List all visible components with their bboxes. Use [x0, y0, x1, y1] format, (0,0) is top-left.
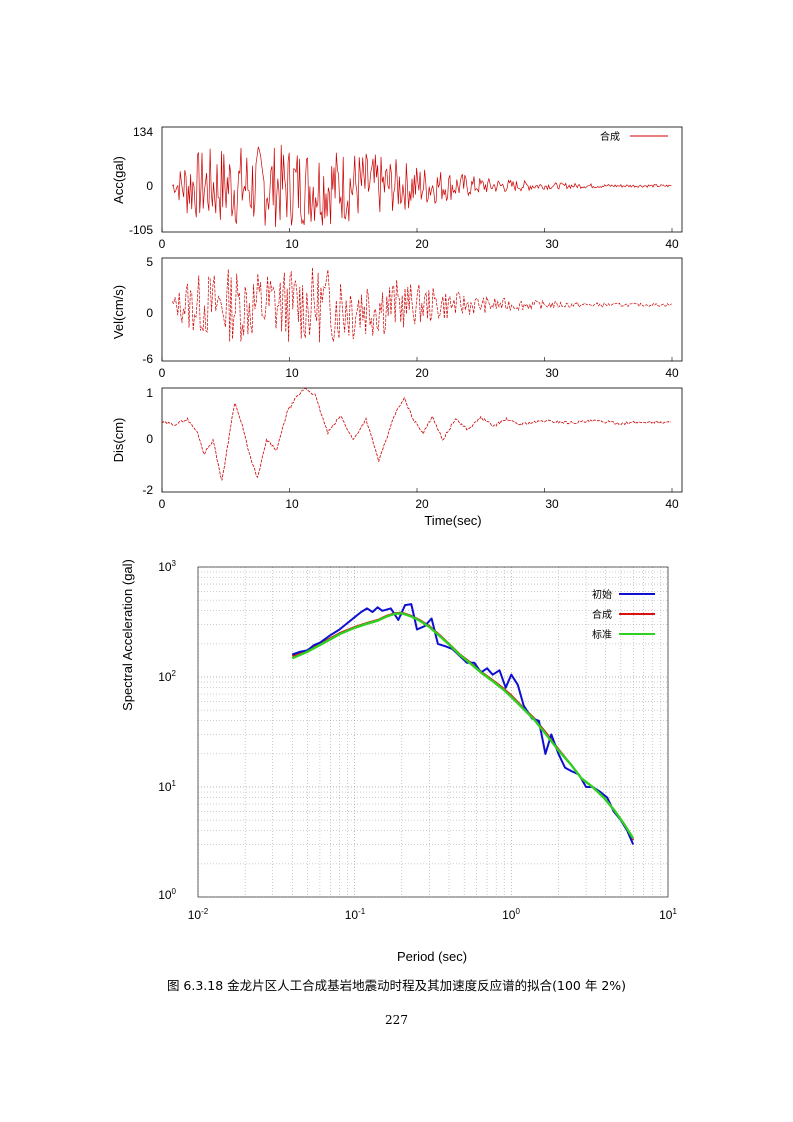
spec-y-tick-1e1: 101	[158, 779, 176, 794]
page-number: 227	[385, 1013, 408, 1027]
acc-x-tick-20: 20	[415, 237, 429, 251]
vel-y-tick-max: 5	[146, 255, 153, 269]
spec-x-tick-1e-1: 10-1	[345, 907, 366, 922]
spectrum-line-synthetic	[291, 611, 635, 841]
acc-x-tick-10: 10	[285, 237, 299, 251]
legend-label-standard: 标准	[592, 629, 612, 641]
acc-legend-label: 合成	[600, 130, 620, 143]
spectrum-series-group	[291, 603, 635, 845]
acc-series-line	[171, 144, 672, 228]
legend-label-synthetic: 合成	[592, 608, 612, 621]
spec-y-tick-1e3: 103	[158, 559, 176, 574]
dis-plot-frame	[161, 387, 683, 493]
dis-x-tick-20: 20	[415, 497, 429, 511]
acc-x-tick-40: 40	[665, 237, 679, 251]
vel-x-tick-30: 30	[545, 366, 559, 380]
dis-x-tick-40: 40	[665, 497, 679, 511]
dis-y-tick-min: -2	[142, 483, 153, 497]
vel-x-tick-20: 20	[415, 366, 429, 380]
spectrum-panel: 103 102 101 100 10-2 10-1 100 101 Spectr…	[120, 559, 677, 964]
vel-series-line	[171, 267, 672, 343]
acc-y-tick-min: -105	[129, 223, 153, 237]
vel-x-tick-40: 40	[665, 366, 679, 380]
spec-y-axis-label: Spectral Acceleration (gal)	[120, 559, 135, 711]
acc-y-axis-label: Acc(gal)	[111, 156, 126, 204]
dis-y-tick-max: 1	[146, 386, 153, 400]
dis-y-tick-zero: 0	[146, 432, 153, 446]
time-x-axis-label: Time(sec)	[424, 513, 481, 528]
vel-y-axis-label: Vel(cm/s)	[111, 285, 126, 339]
figure-caption: 图 6.3.18 金龙片区人工合成基岩地震动时程及其加速度反应谱的拟合(100 …	[166, 978, 627, 993]
acc-plot-frame	[161, 126, 683, 233]
vel-x-tick-0: 0	[159, 366, 166, 380]
dis-x-tick-10: 10	[285, 497, 299, 511]
acc-y-tick-max: 134	[133, 125, 153, 139]
spec-x-tick-1e0: 100	[502, 907, 520, 922]
acc-panel: 134 0 -105 0 10 20 30 40 Acc(gal) 合成	[111, 125, 683, 251]
vel-panel: 5 0 -6 0 10 20 30 40 Vel(cm/s)	[111, 255, 683, 380]
vel-plot-frame	[161, 257, 683, 362]
spec-x-axis-label: Period (sec)	[397, 949, 467, 964]
dis-x-tick-0: 0	[159, 497, 166, 511]
dis-panel: 1 0 -2 0 10 20 30 40 Dis(cm) Time(sec)	[111, 386, 683, 528]
spec-x-tick-1e1: 101	[659, 907, 677, 922]
acc-x-tick-30: 30	[545, 237, 559, 251]
spec-x-tick-1e-2: 10-2	[188, 907, 209, 922]
legend-label-initial: 初始	[592, 588, 612, 601]
vel-x-tick-10: 10	[285, 366, 299, 380]
acc-y-tick-zero: 0	[146, 179, 153, 193]
acc-x-tick-0: 0	[159, 237, 166, 251]
spec-y-tick-1e2: 102	[158, 669, 176, 684]
dis-series-line	[161, 387, 671, 481]
spectrum-line-standard	[291, 612, 635, 840]
vel-y-tick-min: -6	[142, 352, 153, 366]
spectrum-line-initial	[291, 603, 635, 845]
spec-y-tick-1e0: 100	[158, 887, 176, 902]
dis-y-axis-label: Dis(cm)	[111, 418, 126, 463]
vel-y-tick-zero: 0	[146, 306, 153, 320]
spectrum-legend: 初始 合成 标准	[592, 588, 655, 641]
spectrum-plot-frame	[197, 566, 669, 898]
dis-x-tick-30: 30	[545, 497, 559, 511]
